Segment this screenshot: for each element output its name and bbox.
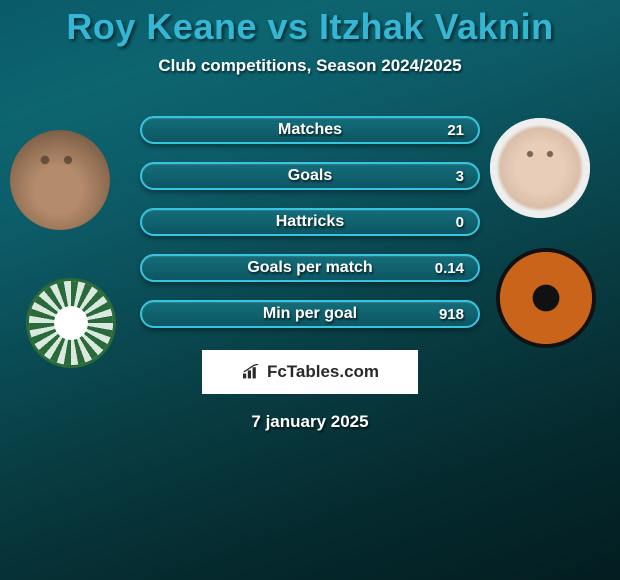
stat-value: 0.14 xyxy=(435,256,464,280)
stat-label: Min per goal xyxy=(142,302,478,326)
content-area: Matches 21 Goals 3 Hattricks 0 Goals per… xyxy=(0,98,620,432)
brand-badge: FcTables.com xyxy=(202,350,418,394)
player-right-photo xyxy=(490,118,590,218)
avatar-placeholder-icon xyxy=(10,130,110,230)
stat-row: Hattricks 0 xyxy=(140,208,480,236)
brand-text: FcTables.com xyxy=(267,362,379,382)
stat-label: Goals xyxy=(142,164,478,188)
stat-value: 3 xyxy=(456,164,464,188)
stat-row: Matches 21 xyxy=(140,116,480,144)
stat-label: Hattricks xyxy=(142,210,478,234)
stat-value: 918 xyxy=(439,302,464,326)
avatar-placeholder-icon xyxy=(490,118,590,218)
player-left-photo xyxy=(10,130,110,230)
celtic-crest-icon xyxy=(29,281,113,365)
stat-label: Goals per match xyxy=(142,256,478,280)
club-left-logo xyxy=(26,278,116,368)
stat-row: Goals 3 xyxy=(140,162,480,190)
club-right-logo xyxy=(496,248,596,348)
stats-list: Matches 21 Goals 3 Hattricks 0 Goals per… xyxy=(140,98,480,328)
bar-chart-icon xyxy=(241,364,261,380)
page-title: Roy Keane vs Itzhak Vaknin xyxy=(0,0,620,48)
stat-label: Matches xyxy=(142,118,478,142)
stat-row: Min per goal 918 xyxy=(140,300,480,328)
stat-value: 21 xyxy=(447,118,464,142)
comparison-card: Roy Keane vs Itzhak Vaknin Club competit… xyxy=(0,0,620,580)
stat-row: Goals per match 0.14 xyxy=(140,254,480,282)
dundee-united-crest-icon xyxy=(500,252,592,344)
stat-value: 0 xyxy=(456,210,464,234)
subtitle: Club competitions, Season 2024/2025 xyxy=(0,56,620,76)
date-text: 7 january 2025 xyxy=(0,412,620,432)
